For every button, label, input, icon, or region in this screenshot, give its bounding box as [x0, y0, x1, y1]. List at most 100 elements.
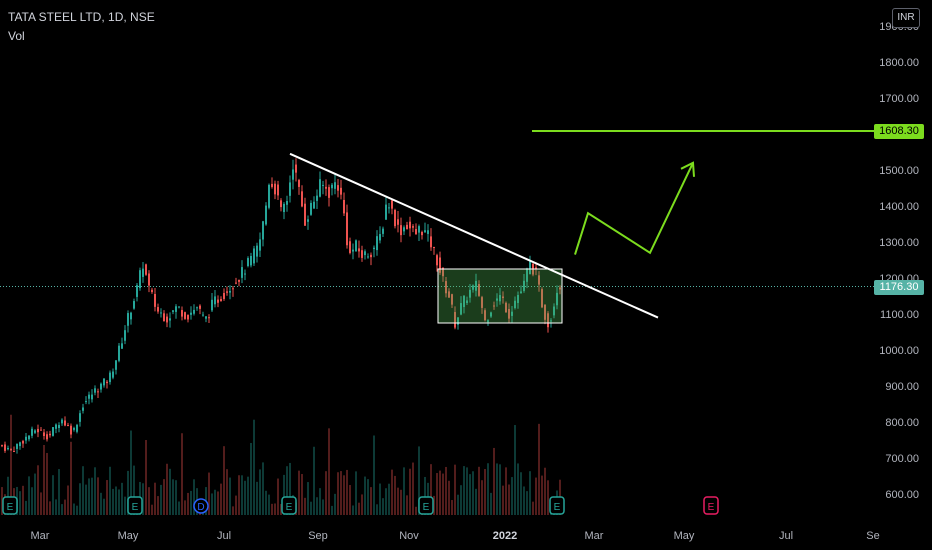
- time-axis[interactable]: Mar May Jul Sep Nov 2022 Mar May Jul Se: [31, 530, 880, 542]
- earnings-marker-icon[interactable]: E: [281, 496, 297, 515]
- earnings-marker-icon[interactable]: E: [2, 496, 18, 515]
- volume-bar: [148, 487, 150, 515]
- earnings-marker-icon[interactable]: E: [703, 496, 719, 515]
- candle-body: [151, 289, 153, 293]
- volume-bar: [277, 478, 279, 515]
- volume-bar: [151, 504, 153, 515]
- volume-bar: [79, 483, 81, 515]
- candle-body: [46, 434, 48, 440]
- volume-bar: [70, 441, 72, 515]
- candle-body: [4, 444, 6, 451]
- volume-bar: [505, 467, 507, 515]
- volume-bar: [154, 482, 156, 515]
- candle-body: [277, 184, 279, 196]
- volume-bar: [304, 497, 306, 515]
- candle-body: [148, 273, 150, 286]
- volume-bar: [328, 428, 330, 515]
- volume-bar: [127, 470, 129, 515]
- volume-bar: [130, 430, 132, 515]
- volume-bar: [346, 469, 348, 515]
- candle-body: [541, 289, 543, 308]
- candle-body: [538, 275, 540, 285]
- volume-bar: [37, 465, 39, 515]
- volume-bar: [445, 466, 447, 515]
- candle-body: [313, 201, 315, 209]
- volume-bar: [397, 487, 399, 515]
- currency-badge[interactable]: INR: [892, 8, 920, 28]
- candle-body: [34, 430, 36, 433]
- earnings-marker-icon[interactable]: E: [418, 496, 434, 515]
- volume-bar: [1, 487, 3, 515]
- volume-bar: [49, 501, 51, 515]
- volume-bar: [97, 477, 99, 515]
- volume-bar: [385, 488, 387, 515]
- volume-bar: [463, 466, 465, 515]
- volume-bar: [181, 433, 183, 515]
- volume-bar: [484, 469, 486, 515]
- candle-body: [91, 394, 93, 400]
- price-axis[interactable]: 1900.001800.001700.001600.001500.001400.…: [879, 21, 919, 501]
- candle-body: [100, 383, 102, 390]
- candle-body: [196, 307, 198, 309]
- volume-bars: [1, 414, 561, 515]
- volume-bar: [220, 483, 222, 515]
- candle-body: [442, 267, 444, 277]
- candle-body: [484, 310, 486, 321]
- earnings-marker-icon[interactable]: E: [127, 496, 143, 515]
- volume-bar: [538, 423, 540, 515]
- volume-bar: [178, 501, 180, 515]
- candle-body: [295, 164, 297, 173]
- candle-body: [13, 451, 15, 453]
- volume-bar: [430, 464, 432, 515]
- candle-body: [94, 388, 96, 393]
- volume-bar: [103, 498, 105, 515]
- volume-bar: [448, 480, 450, 515]
- earnings-marker-icon[interactable]: E: [549, 496, 565, 515]
- candle-body: [526, 268, 528, 282]
- volume-bar: [100, 492, 102, 515]
- target-price-tag: 1608.30: [874, 124, 924, 139]
- candle-body: [112, 371, 114, 378]
- candle-body: [211, 299, 213, 311]
- volume-bar: [457, 494, 459, 515]
- candle-body: [181, 310, 183, 317]
- candle-body: [262, 221, 264, 240]
- volume-bar: [43, 444, 45, 515]
- volume-bar: [7, 476, 9, 515]
- volume-bar: [520, 472, 522, 515]
- svg-text:E: E: [286, 502, 293, 513]
- volume-bar: [370, 487, 372, 515]
- candle-body: [37, 428, 39, 433]
- candle-body: [427, 230, 429, 234]
- candle-body: [178, 306, 180, 308]
- volume-bar: [271, 503, 273, 515]
- volume-bar: [64, 499, 66, 515]
- candle-body: [412, 226, 414, 228]
- volume-bar: [313, 446, 315, 515]
- candle-body: [241, 267, 243, 278]
- volume-bar: [541, 475, 543, 515]
- volume-bar: [343, 475, 345, 515]
- volume-indicator-label[interactable]: Vol: [8, 29, 25, 43]
- candle-body: [400, 225, 402, 236]
- candle-body: [172, 310, 174, 312]
- candle-body: [460, 303, 462, 315]
- candle-body: [49, 433, 51, 436]
- volume-bar: [175, 480, 177, 515]
- candle-body: [217, 299, 219, 303]
- volume-bar: [358, 502, 360, 515]
- volume-bar: [256, 481, 258, 515]
- volume-bar: [373, 435, 375, 515]
- volume-bar: [67, 485, 69, 515]
- volume-bar: [160, 484, 162, 515]
- dividend-marker-icon[interactable]: D: [193, 498, 209, 514]
- volume-bar: [247, 476, 249, 515]
- volume-bar: [157, 496, 159, 515]
- candle-body: [316, 195, 318, 201]
- y-tick-label: 1000.00: [879, 345, 919, 357]
- volume-bar: [118, 489, 120, 515]
- candle-body: [286, 201, 288, 205]
- x-tick-label: Nov: [399, 530, 419, 542]
- candle-body: [502, 296, 504, 299]
